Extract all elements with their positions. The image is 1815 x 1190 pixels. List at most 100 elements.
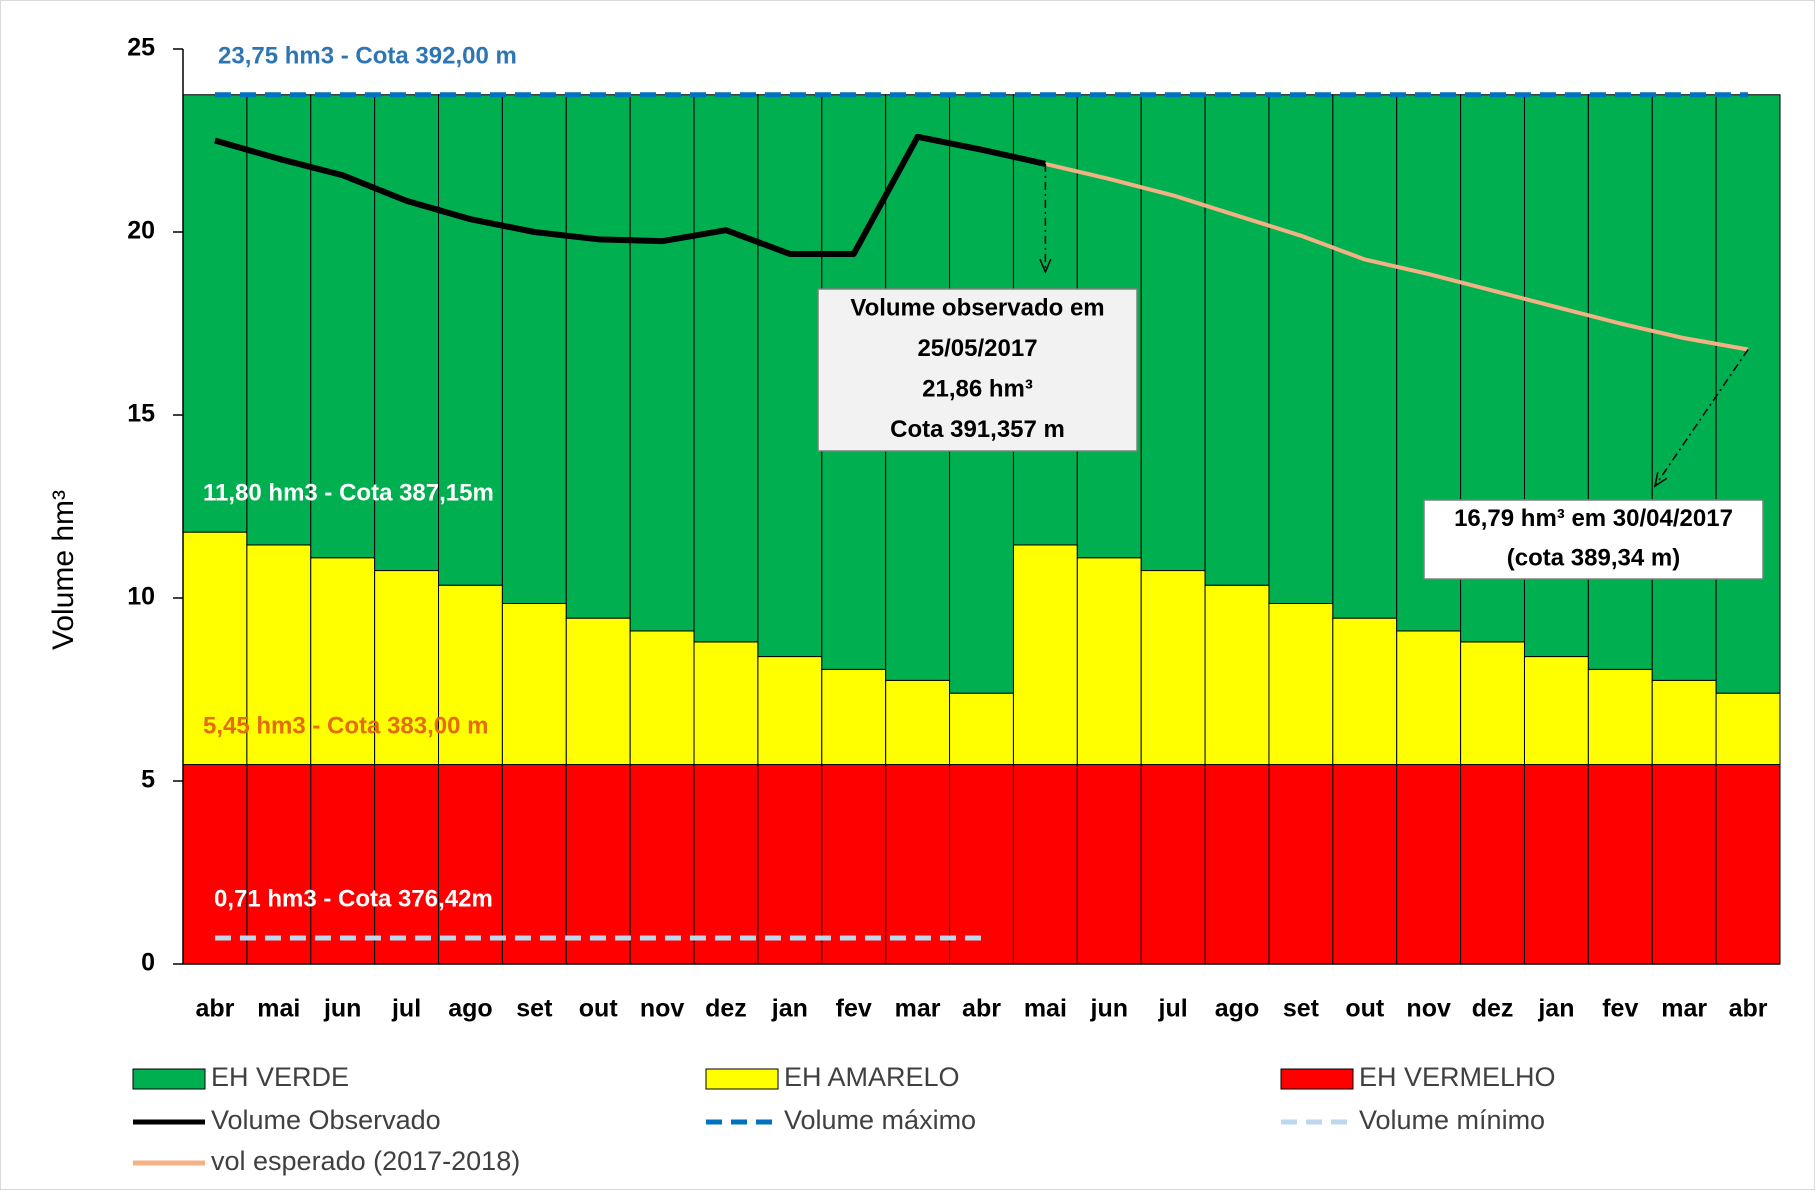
- bar: [821, 764, 887, 965]
- bar: [1460, 641, 1525, 766]
- x-tick-label: mar: [1661, 995, 1707, 1023]
- bar: [1396, 764, 1462, 965]
- bar: [1396, 630, 1462, 766]
- bar: [501, 602, 567, 766]
- bar: [1460, 764, 1525, 965]
- y-axis-label: Volume hm³: [47, 490, 80, 650]
- bar: [438, 764, 503, 965]
- bar: [565, 764, 631, 965]
- bar: [1012, 764, 1078, 965]
- x-tick-label: set: [1283, 995, 1320, 1023]
- bar: [246, 764, 312, 965]
- y-tick-label: 25: [127, 34, 155, 62]
- annotation-text: 16,79 hm³ em 30/04/2017: [1454, 505, 1733, 532]
- bar: [949, 764, 1014, 965]
- x-tick-label: dez: [705, 995, 747, 1023]
- bar: [1587, 668, 1653, 766]
- arrow-head: [1653, 472, 1668, 488]
- x-tick-label: dez: [1472, 995, 1514, 1023]
- bar: [885, 679, 951, 766]
- bar: [629, 94, 695, 632]
- y-tick-label: 0: [141, 949, 155, 977]
- x-tick-label: out: [579, 995, 619, 1023]
- level-label: 23,75 hm3 - Cota 392,00 m: [218, 42, 517, 69]
- bar: [310, 764, 376, 965]
- bar: [1715, 94, 1781, 694]
- x-tick-label: jun: [1090, 995, 1129, 1023]
- bar: [246, 94, 312, 546]
- legend-swatch: [132, 1068, 206, 1090]
- legend-label: Volume máximo: [784, 1105, 976, 1135]
- x-tick-label: ago: [1215, 995, 1259, 1023]
- bar: [374, 570, 440, 766]
- legend-swatch: [705, 1068, 779, 1090]
- bar: [182, 94, 248, 533]
- annotation-text: (cota 389,34 m): [1507, 545, 1680, 572]
- bar: [629, 764, 695, 965]
- bar: [1587, 94, 1653, 670]
- bar: [565, 94, 631, 619]
- annotation-box: [1423, 499, 1764, 580]
- bar: [821, 668, 887, 766]
- bar: [1651, 94, 1717, 681]
- bar: [1523, 656, 1589, 766]
- bar: [1204, 584, 1270, 766]
- x-tick-label: jun: [323, 995, 362, 1023]
- legend-label: Volume Observado: [211, 1105, 441, 1135]
- line: [214, 133, 1047, 257]
- bar: [1076, 557, 1142, 766]
- bar: [1332, 764, 1398, 965]
- x-tick-label: set: [516, 995, 553, 1023]
- bar: [757, 94, 823, 658]
- x-tick-label: abr: [962, 995, 1001, 1023]
- bar: [1204, 764, 1270, 965]
- x-tick-label: fev: [1602, 995, 1638, 1023]
- bar: [757, 764, 823, 965]
- legend-label: EH AMARELO: [784, 1062, 960, 1092]
- x-tick-label: mai: [1024, 995, 1067, 1023]
- x-tick-label: mai: [257, 995, 300, 1023]
- bar: [438, 584, 503, 766]
- x-tick-label: jul: [391, 995, 421, 1023]
- bar: [1332, 617, 1398, 766]
- line: [1044, 161, 1749, 352]
- legend-label: Volume mínimo: [1359, 1105, 1545, 1135]
- bar: [693, 94, 759, 643]
- bar: [1332, 94, 1398, 619]
- bar: [310, 557, 376, 766]
- bar: [1204, 94, 1270, 586]
- x-tick-label: jan: [771, 995, 808, 1023]
- bar: [757, 656, 823, 766]
- bar: [1587, 764, 1653, 965]
- legend-label: EH VERMELHO: [1359, 1062, 1556, 1092]
- bar: [565, 617, 631, 766]
- bar: [693, 764, 759, 965]
- bar: [501, 764, 567, 965]
- x-tick-label: jul: [1158, 995, 1188, 1023]
- bar: [949, 692, 1014, 766]
- bar: [1715, 764, 1781, 965]
- bar: [629, 630, 695, 766]
- bar: [438, 94, 503, 586]
- x-tick-label: nov: [640, 995, 685, 1023]
- level-label: 0,71 hm3 - Cota 376,42m: [214, 885, 493, 912]
- legend-swatch: [1280, 1068, 1354, 1090]
- bar: [374, 94, 440, 572]
- y-tick-label: 20: [127, 217, 155, 245]
- bar: [1651, 764, 1717, 965]
- bar: [1268, 764, 1334, 965]
- bar: [1140, 764, 1206, 965]
- annotation-text: 21,86 hm³: [922, 376, 1033, 403]
- y-tick-label: 15: [127, 400, 155, 428]
- legend-label: vol esperado (2017-2018): [211, 1146, 520, 1176]
- bar: [1012, 544, 1078, 766]
- annotation-text: Cota 391,357 m: [890, 416, 1065, 443]
- x-tick-label: mar: [895, 995, 941, 1023]
- bar: [1268, 602, 1334, 766]
- x-tick-label: out: [1345, 995, 1385, 1023]
- level-label: 11,80 hm3 - Cota 387,15m: [203, 479, 494, 506]
- bar: [1651, 679, 1717, 766]
- annotation-text: Volume observado em: [850, 295, 1104, 322]
- x-tick-label: ago: [448, 995, 492, 1023]
